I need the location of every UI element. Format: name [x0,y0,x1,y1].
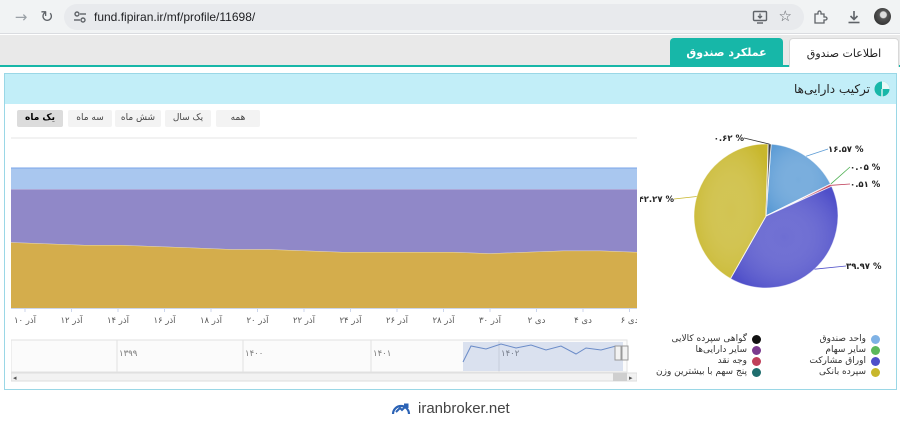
x-tick-label: آذر ۲۶ [386,314,409,326]
panel-header: ترکیب دارایی‌ها [5,74,896,104]
area-series-1 [11,189,637,254]
legend-item-commodity-certificates[interactable]: گواهی سپرده کالایی [645,334,761,345]
x-tick-label: آذر ۳۰ [479,314,502,326]
asset-composition-panel: ترکیب دارایی‌ها همه یک سال شش ماه سه ماه… [4,73,897,390]
legend-dot [752,335,761,344]
pie-data-label: ۰.۶۲ % [714,134,745,144]
brand-text: iranbroker.net [418,400,510,417]
svg-text:▸: ▸ [629,374,633,382]
legend-item-other-stocks[interactable]: سایر سهام [765,345,880,356]
fund-tabs: عملکرد صندوق اطلاعات صندوق [0,35,900,67]
x-tick-label: دی ۶ [621,316,637,326]
range-all-button[interactable]: همه [216,110,260,127]
pie-label-connector [831,183,851,186]
navigator-label: ۱۴۰۰ [245,349,263,359]
legend-item-top-five-stocks[interactable]: پنج سهم با بیشترین وزن [645,367,761,378]
address-bar[interactable]: fund.fipiran.ir/mf/profile/11698/ ☆ [64,4,804,30]
navigator-label: ۱۳۹۹ [119,349,138,359]
pie-data-label: ۰.۵۱ % [850,180,881,190]
legend-item-participation-bonds[interactable]: اوراق مشارکت [765,356,880,367]
legend-dot [871,368,880,377]
star-icon[interactable]: ☆ [778,7,792,25]
legend-dot [752,368,761,377]
range-six-months-button[interactable]: شش ماه [115,110,161,127]
legend-item-cash[interactable]: وجه نقد [645,356,761,367]
range-one-month-button[interactable]: یک ماه [17,110,63,127]
pie-chart-icon [874,81,890,97]
pie-data-label: ۴۲.۲۷ % [640,195,674,205]
svg-text:◂: ◂ [13,374,17,382]
x-tick-label: آذر ۱۸ [200,314,223,326]
pie-label-connector [673,196,697,200]
brand-logo-icon [391,403,411,415]
x-tick-label: آذر ۲۲ [293,314,316,326]
browser-toolbar: → ↻ fund.fipiran.ir/mf/profile/11698/ ☆ [0,0,900,34]
x-tick-label: آذر ۲۰ [246,314,269,326]
x-tick-label: آذر ۱۶ [153,314,176,326]
panel-title: ترکیب دارایی‌ها [793,82,870,96]
area-series-0 [11,242,637,308]
legend-item-fund-units[interactable]: واحد صندوق [765,334,880,345]
range-navigator[interactable]: ۱۳۹۹ ۱۴۰۰ ۱۴۰۱ ۱۴۰۲ [10,339,629,373]
navigator-label: ۱۴۰۲ [501,349,520,359]
x-tick-label: دی ۲ [528,316,546,326]
legend-item-bank-deposits[interactable]: سپرده بانکی [765,367,880,378]
range-one-year-button[interactable]: یک سال [165,110,211,127]
extensions-icon[interactable] [812,9,828,25]
x-tick-label: دی ۴ [574,316,592,326]
pie-label-connector [830,166,851,185]
legend-dot [871,346,880,355]
x-tick-label: آذر ۲۴ [339,314,362,326]
pie-data-label: ۱۶.۵۷ % [828,145,864,155]
legend-dot [752,346,761,355]
tune-icon[interactable] [72,9,88,25]
x-tick-label: آذر ۱۰ [14,314,37,326]
x-tick-label: آذر ۱۲ [60,314,83,326]
pie-data-label: ۳۹.۹۷ % [846,262,882,272]
navigator-label: ۱۴۰۱ [373,349,391,359]
pie-data-label: ۰.۰۵ % [850,163,881,173]
download-icon[interactable] [846,9,862,25]
reload-icon[interactable]: ↻ [40,7,54,26]
legend-dot [752,357,761,366]
forward-icon[interactable]: → [14,8,28,26]
x-tick-label: آذر ۲۸ [432,314,455,326]
pie-label-connector [805,148,829,157]
range-three-months-button[interactable]: سه ماه [68,110,112,127]
install-icon[interactable] [752,9,768,25]
legend-item-other-assets[interactable]: سایر دارایی‌ها [645,345,761,356]
area-chart-svg: آذر ۱۰ آذر ۱۲ آذر ۱۴ آذر ۱۶ آذر ۱۸ آذر ۲۰ آذر … [10,137,685,382]
tab-fund-performance[interactable]: عملکرد صندوق [670,38,783,67]
pie-label-connector [743,137,770,145]
legend-dot [871,357,880,366]
navigator-scrollbar[interactable]: ◂ ▸ [10,372,638,382]
url-text[interactable]: fund.fipiran.ir/mf/profile/11698/ [94,10,256,24]
asset-history-chart: آذر ۱۰ آذر ۱۲ آذر ۱۴ آذر ۱۶ آذر ۱۸ آذر ۲۰ آذر … [10,132,685,382]
profile-avatar[interactable] [874,8,891,25]
tab-fund-info[interactable]: اطلاعات صندوق [789,38,899,67]
area-series-2 [11,168,637,189]
x-tick-label: آذر ۱۴ [107,314,130,326]
pie-label-connector [814,265,847,270]
legend-dot [871,335,880,344]
